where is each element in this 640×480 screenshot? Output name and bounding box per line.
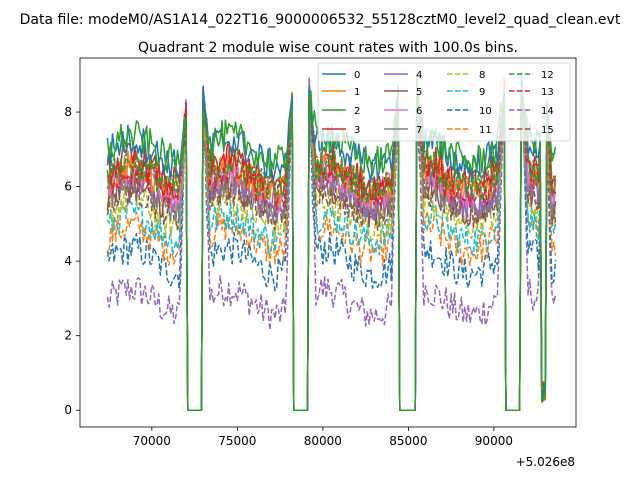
y-tick-label: 2 [64,329,72,343]
legend-label-9: 9 [479,87,485,98]
legend-label-4: 4 [416,70,422,81]
legend-label-5: 5 [416,87,422,98]
legend-label-13: 13 [541,87,554,98]
legend-label-12: 12 [541,70,554,81]
legend-label-15: 15 [541,125,554,136]
x-tick-label: 90000 [475,434,513,448]
x-tick-label: 70000 [133,434,171,448]
legend-label-1: 1 [354,87,360,98]
legend-label-3: 3 [354,125,360,136]
x-tick-label: 85000 [389,434,427,448]
chart-suptitle: Data file: modeM0/AS1A14_022T16_90000065… [20,12,621,28]
plot-frame [79,57,577,428]
y-tick-label: 4 [64,254,72,268]
legend-label-10: 10 [479,106,492,117]
legend-label-6: 6 [416,106,422,117]
y-tick-label: 0 [64,403,72,417]
series-line-10 [106,76,557,411]
y-axis: 0 2 4 6 8 [64,105,80,417]
x-tick-label: 75000 [218,434,256,448]
legend-box [317,62,571,142]
legend-label-11: 11 [479,125,492,136]
x-offset-label: +5.026e8 [516,455,575,469]
x-axis: 70000 75000 80000 85000 90000 [133,427,513,448]
series-line-14 [106,88,557,411]
chart-title: Quadrant 2 module wise count rates with … [138,40,518,56]
series-layer [106,71,557,411]
y-tick-label: 8 [64,105,72,119]
series-line-2 [106,79,557,411]
y-tick-label: 6 [64,180,72,194]
x-tick-label: 80000 [304,434,342,448]
legend-label-8: 8 [479,70,485,81]
legend-label-2: 2 [354,106,360,117]
legend-label-0: 0 [354,70,360,81]
legend-label-7: 7 [416,125,422,136]
legend-label-14: 14 [541,106,554,117]
